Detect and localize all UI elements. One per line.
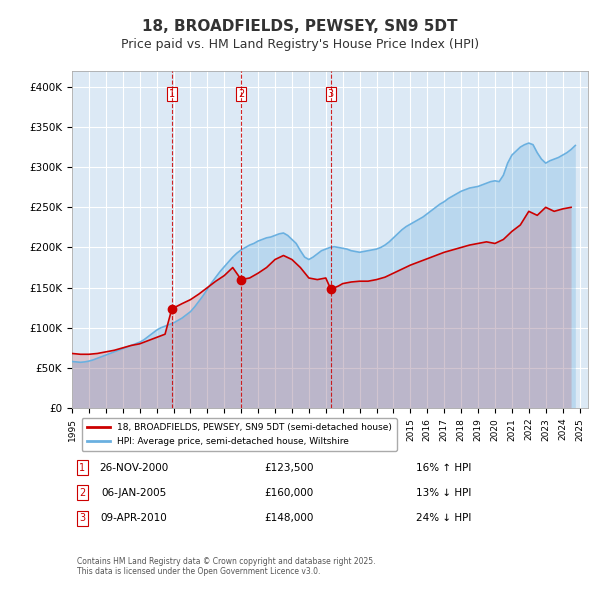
Text: 26-NOV-2000: 26-NOV-2000 <box>99 463 169 473</box>
Legend: 18, BROADFIELDS, PEWSEY, SN9 5DT (semi-detached house), HPI: Average price, semi: 18, BROADFIELDS, PEWSEY, SN9 5DT (semi-d… <box>82 418 397 451</box>
Text: 3: 3 <box>79 513 85 523</box>
Text: 1: 1 <box>79 463 85 473</box>
Text: 16% ↑ HPI: 16% ↑ HPI <box>416 463 471 473</box>
Text: 2: 2 <box>238 90 244 99</box>
Text: 1: 1 <box>169 90 175 99</box>
Text: 18, BROADFIELDS, PEWSEY, SN9 5DT: 18, BROADFIELDS, PEWSEY, SN9 5DT <box>142 19 458 34</box>
Text: 06-JAN-2005: 06-JAN-2005 <box>101 488 167 498</box>
Text: £160,000: £160,000 <box>264 488 313 498</box>
Text: 09-APR-2010: 09-APR-2010 <box>101 513 167 523</box>
Text: Price paid vs. HM Land Registry's House Price Index (HPI): Price paid vs. HM Land Registry's House … <box>121 38 479 51</box>
Text: 13% ↓ HPI: 13% ↓ HPI <box>416 488 471 498</box>
Text: £148,000: £148,000 <box>264 513 313 523</box>
Text: 3: 3 <box>328 90 334 99</box>
Text: 24% ↓ HPI: 24% ↓ HPI <box>416 513 471 523</box>
Text: 2: 2 <box>79 488 85 498</box>
Text: £123,500: £123,500 <box>264 463 313 473</box>
Text: Contains HM Land Registry data © Crown copyright and database right 2025.
This d: Contains HM Land Registry data © Crown c… <box>77 556 376 576</box>
